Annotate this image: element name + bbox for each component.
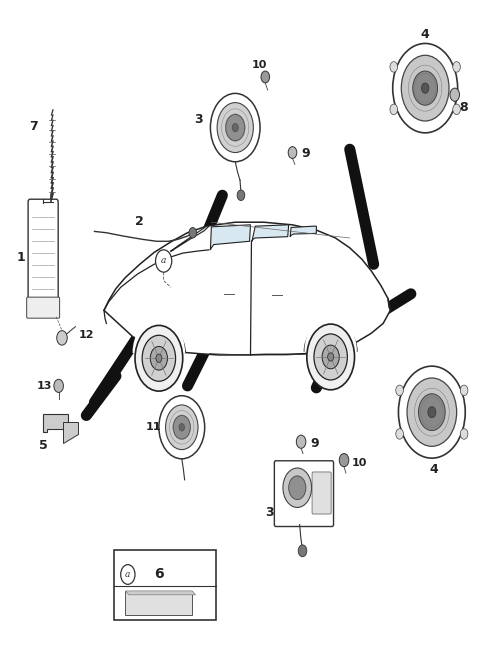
- Bar: [114, 550, 216, 620]
- Circle shape: [396, 385, 403, 395]
- Circle shape: [179, 424, 184, 431]
- Polygon shape: [104, 222, 390, 355]
- Circle shape: [54, 379, 63, 393]
- Circle shape: [135, 325, 183, 391]
- Circle shape: [296, 435, 306, 448]
- Polygon shape: [210, 225, 251, 250]
- FancyBboxPatch shape: [27, 297, 60, 318]
- FancyBboxPatch shape: [312, 472, 331, 514]
- Circle shape: [401, 55, 449, 121]
- Text: 3: 3: [265, 506, 274, 519]
- FancyBboxPatch shape: [28, 199, 58, 303]
- Text: 10: 10: [352, 458, 368, 468]
- Text: 5: 5: [39, 438, 48, 451]
- Text: 7: 7: [29, 119, 38, 133]
- Text: 2: 2: [135, 215, 144, 228]
- Circle shape: [450, 88, 459, 101]
- Wedge shape: [132, 317, 185, 353]
- Polygon shape: [290, 226, 316, 237]
- Polygon shape: [252, 225, 288, 242]
- Polygon shape: [171, 226, 209, 251]
- Circle shape: [428, 407, 436, 418]
- Text: 6: 6: [154, 568, 164, 581]
- Polygon shape: [125, 591, 196, 595]
- Text: 4: 4: [421, 28, 430, 41]
- Circle shape: [460, 385, 468, 395]
- Circle shape: [57, 331, 67, 345]
- Text: 13: 13: [36, 381, 52, 391]
- Circle shape: [298, 545, 307, 557]
- Circle shape: [396, 429, 403, 439]
- Bar: [125, 591, 192, 614]
- Circle shape: [142, 335, 176, 381]
- Circle shape: [398, 366, 465, 458]
- Text: 11: 11: [145, 422, 161, 432]
- Circle shape: [460, 429, 468, 439]
- Circle shape: [407, 378, 456, 446]
- Polygon shape: [43, 414, 68, 432]
- Circle shape: [453, 61, 460, 72]
- FancyBboxPatch shape: [275, 461, 334, 527]
- Circle shape: [159, 396, 204, 459]
- Circle shape: [150, 346, 168, 370]
- Circle shape: [390, 104, 397, 115]
- Circle shape: [261, 71, 270, 83]
- Text: 4: 4: [430, 463, 439, 477]
- Text: a: a: [125, 570, 131, 579]
- Text: a: a: [161, 257, 167, 265]
- Text: 10: 10: [252, 60, 267, 70]
- Circle shape: [421, 83, 429, 93]
- Wedge shape: [304, 315, 357, 352]
- Circle shape: [156, 250, 172, 272]
- Circle shape: [413, 71, 438, 105]
- Text: 9: 9: [311, 436, 319, 449]
- Circle shape: [419, 394, 445, 430]
- Circle shape: [156, 354, 162, 362]
- Circle shape: [339, 453, 349, 467]
- Circle shape: [322, 345, 339, 369]
- Circle shape: [328, 353, 334, 361]
- Circle shape: [288, 147, 297, 158]
- Circle shape: [210, 94, 260, 162]
- Circle shape: [173, 415, 191, 439]
- Circle shape: [288, 476, 306, 500]
- Text: 9: 9: [301, 147, 310, 160]
- Circle shape: [393, 44, 457, 133]
- Circle shape: [189, 228, 197, 238]
- Text: 8: 8: [459, 102, 468, 114]
- Circle shape: [453, 104, 460, 115]
- Circle shape: [307, 324, 355, 390]
- Circle shape: [226, 114, 245, 141]
- Circle shape: [237, 190, 245, 201]
- Circle shape: [314, 334, 348, 380]
- Circle shape: [166, 405, 198, 449]
- Polygon shape: [63, 422, 78, 443]
- Text: 1: 1: [16, 251, 25, 264]
- Circle shape: [217, 102, 253, 152]
- Circle shape: [232, 123, 238, 132]
- Circle shape: [390, 61, 397, 72]
- Text: 3: 3: [194, 113, 202, 126]
- Circle shape: [283, 468, 312, 508]
- Text: 12: 12: [79, 329, 95, 340]
- Circle shape: [120, 564, 135, 584]
